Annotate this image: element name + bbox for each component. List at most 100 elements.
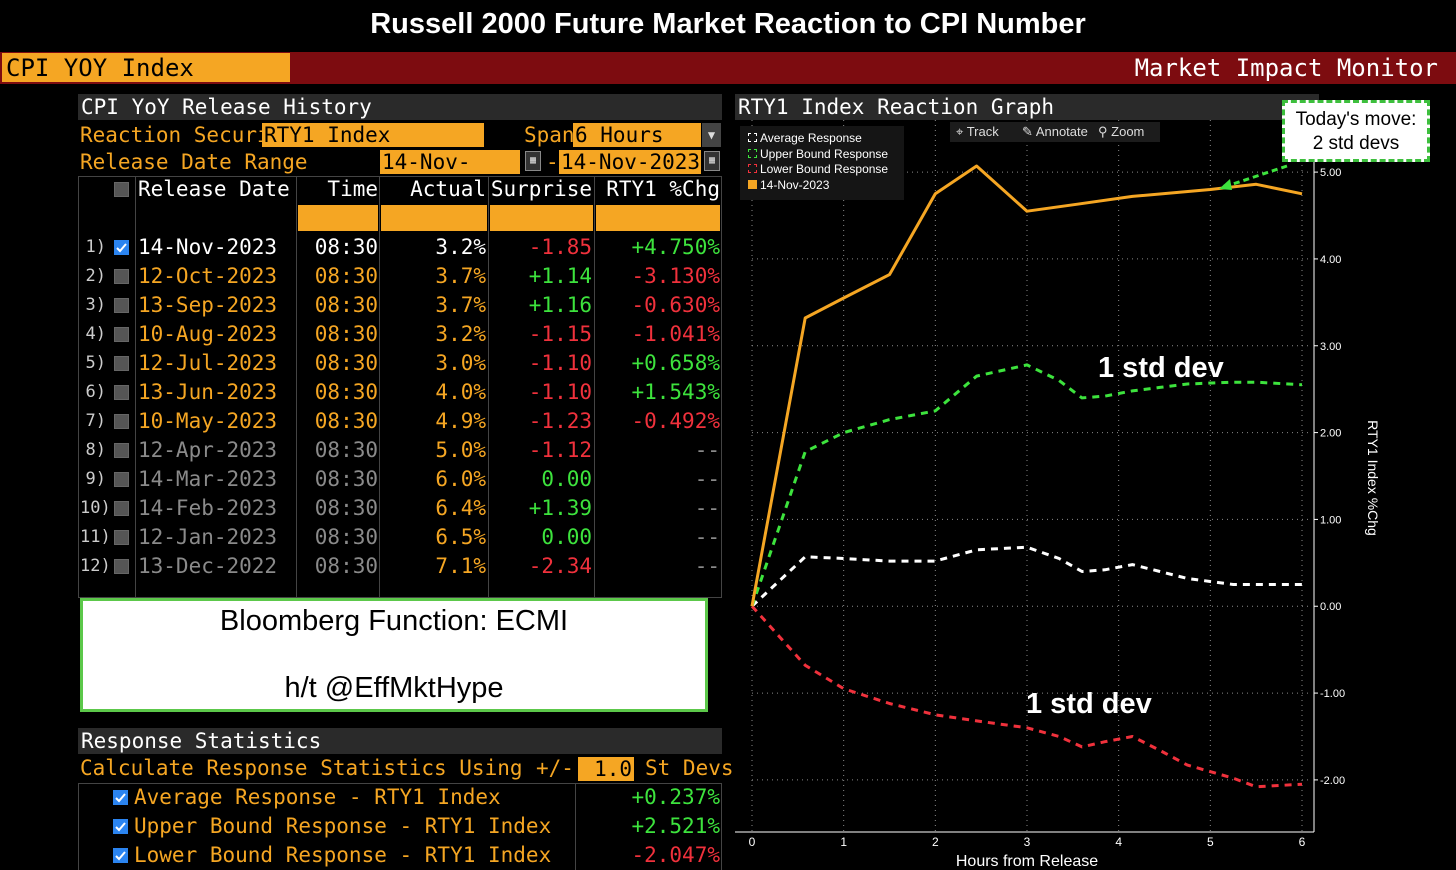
series-line-14-nov-2023 <box>750 164 1303 607</box>
col-header-release-date[interactable]: Release Date <box>138 177 290 201</box>
release-date-cell[interactable]: 14-Mar-2023 <box>138 467 278 491</box>
legend-item[interactable]: Average Response <box>748 131 904 147</box>
row-checkbox[interactable] <box>114 530 129 545</box>
actual-cell: 6.0% <box>435 467 486 491</box>
row-checkbox[interactable] <box>114 327 129 342</box>
release-date-cell[interactable]: 10-Aug-2023 <box>138 322 278 346</box>
actual-filter-field[interactable] <box>381 205 487 231</box>
actual-cell: 4.9% <box>435 409 486 433</box>
row-checkbox[interactable] <box>114 269 129 284</box>
surprise-cell: +1.14 <box>528 264 592 288</box>
index-security-field[interactable]: CPI YOY Index <box>2 53 290 82</box>
stats-checkbox[interactable] <box>113 848 128 863</box>
col-header-surprise[interactable]: Surprise <box>490 177 592 201</box>
std-devs-field[interactable]: 1.0 <box>578 757 634 781</box>
row-checkbox[interactable] <box>114 501 129 516</box>
rty1-chg-cell: -- <box>694 467 720 491</box>
reaction-security-label: Reaction Security <box>80 123 295 147</box>
x-tick-label: 5 <box>1207 835 1214 849</box>
y-axis-label: RTY1 Index %Chg <box>1365 420 1381 536</box>
select-all-checkbox[interactable] <box>114 182 129 197</box>
row-number: 3) <box>85 295 106 315</box>
column-divider <box>594 176 595 598</box>
actual-cell: 4.0% <box>435 380 486 404</box>
range-start-field[interactable]: 14-Nov-2022 <box>380 150 520 198</box>
time-cell: 08:30 <box>314 351 378 375</box>
series-line-lower-bound-response <box>750 605 1303 789</box>
time-cell: 08:30 <box>314 235 378 259</box>
release-date-cell[interactable]: 12-Oct-2023 <box>138 264 278 288</box>
row-checkbox[interactable] <box>114 298 129 313</box>
calendar-icon[interactable]: ▦ <box>525 151 541 171</box>
stats-panel-header: Response Statistics <box>78 728 722 754</box>
track-button[interactable]: ⌖ Track <box>956 124 999 140</box>
surprise-cell: -1.12 <box>528 438 592 462</box>
row-number: 12) <box>80 556 111 576</box>
surprise-cell: 0.00 <box>541 525 592 549</box>
row-checkbox[interactable] <box>114 443 129 458</box>
release-date-cell[interactable]: 12-Jan-2023 <box>138 525 278 549</box>
row-checkbox[interactable] <box>114 385 129 400</box>
row-number: 7) <box>85 411 106 431</box>
row-number: 10) <box>80 498 111 518</box>
calc-stats-label: Calculate Response Statistics Using <box>80 756 523 780</box>
calendar-icon[interactable]: ▦ <box>704 151 720 171</box>
range-end-field[interactable]: 14-Nov-2023 <box>559 150 701 174</box>
actual-cell: 6.5% <box>435 525 486 549</box>
column-divider <box>296 176 297 598</box>
zoom-label: Zoom <box>1111 124 1145 139</box>
release-date-cell[interactable]: 13-Dec-2022 <box>138 554 278 578</box>
col-header-actual[interactable]: Actual <box>410 177 486 201</box>
col-header-rty1-chg[interactable]: RTY1 %Chg <box>606 177 720 201</box>
stats-table <box>78 783 722 870</box>
stats-checkbox[interactable] <box>113 790 128 805</box>
legend-label: 14-Nov-2023 <box>760 177 830 192</box>
zoom-button[interactable]: ⚲ Zoom <box>1098 124 1144 140</box>
legend-swatch <box>748 148 757 158</box>
y-tick-label: 3.00 <box>1320 341 1341 353</box>
chg-filter-field[interactable] <box>596 205 720 231</box>
x-tick-label: 0 <box>749 835 756 849</box>
chart-axes: 0 1 2 3 4 5 6 5.00 4.00 3.00 2.00 1.00 0.00 -1.00 -2.0… <box>735 120 1345 849</box>
release-date-cell[interactable]: 14-Feb-2023 <box>138 496 278 520</box>
annotate-button[interactable]: ✎ Annotate <box>1022 124 1088 140</box>
legend-item[interactable]: Lower Bound Response <box>748 162 904 178</box>
actual-cell: 3.0% <box>435 351 486 375</box>
row-checkbox[interactable] <box>114 472 129 487</box>
actual-cell: 5.0% <box>435 438 486 462</box>
legend-swatch <box>748 133 757 142</box>
row-checkbox[interactable] <box>114 414 129 429</box>
release-date-cell[interactable]: 13-Jun-2023 <box>138 380 278 404</box>
release-date-cell[interactable]: 13-Sep-2023 <box>138 293 278 317</box>
x-tick-label: 6 <box>1299 835 1306 849</box>
rty1-chg-cell: -- <box>694 525 720 549</box>
y-tick-label: 0.00 <box>1320 601 1341 613</box>
y-tick-label: 1.00 <box>1320 514 1341 526</box>
x-tick-label: 2 <box>932 835 939 849</box>
stats-label: Lower Bound Response - RTY1 Index <box>134 843 552 867</box>
actual-cell: 3.2% <box>435 322 486 346</box>
row-checkbox[interactable] <box>114 559 129 574</box>
reaction-security-field[interactable]: RTY1 Index <box>262 123 484 147</box>
span-field[interactable]: 6 Hours <box>573 123 701 147</box>
release-date-cell[interactable]: 10-May-2023 <box>138 409 278 433</box>
release-date-cell[interactable]: 12-Jul-2023 <box>138 351 278 375</box>
reaction-chart[interactable]: 0 1 2 3 4 5 6 5.00 4.00 3.00 2.00 1.00 0.00 -1.00 -2.0… <box>735 120 1456 870</box>
legend-item[interactable]: Upper Bound Response <box>748 147 904 163</box>
page-title: Russell 2000 Future Market Reaction to C… <box>370 8 1086 40</box>
release-date-cell[interactable]: 14-Nov-2023 <box>138 235 278 259</box>
legend-item[interactable]: 14-Nov-2023 <box>748 178 904 194</box>
row-checkbox[interactable] <box>114 356 129 371</box>
span-dropdown-icon[interactable]: ▼ <box>702 123 721 147</box>
y-tick-label: 2.00 <box>1320 428 1341 440</box>
callout-line1: Today's move: <box>1295 109 1417 130</box>
info-box-function: Bloomberg Function: ECMI <box>219 605 569 637</box>
row-checkbox[interactable] <box>114 240 129 255</box>
release-date-cell[interactable]: 12-Apr-2023 <box>138 438 278 462</box>
stats-checkbox[interactable] <box>113 819 128 834</box>
todays-move-callout: Today's move: 2 std devs <box>1282 100 1430 162</box>
time-filter-field[interactable] <box>298 205 378 231</box>
time-cell: 08:30 <box>314 264 378 288</box>
surprise-filter-field[interactable] <box>490 205 593 231</box>
col-header-time[interactable]: Time <box>327 177 378 201</box>
